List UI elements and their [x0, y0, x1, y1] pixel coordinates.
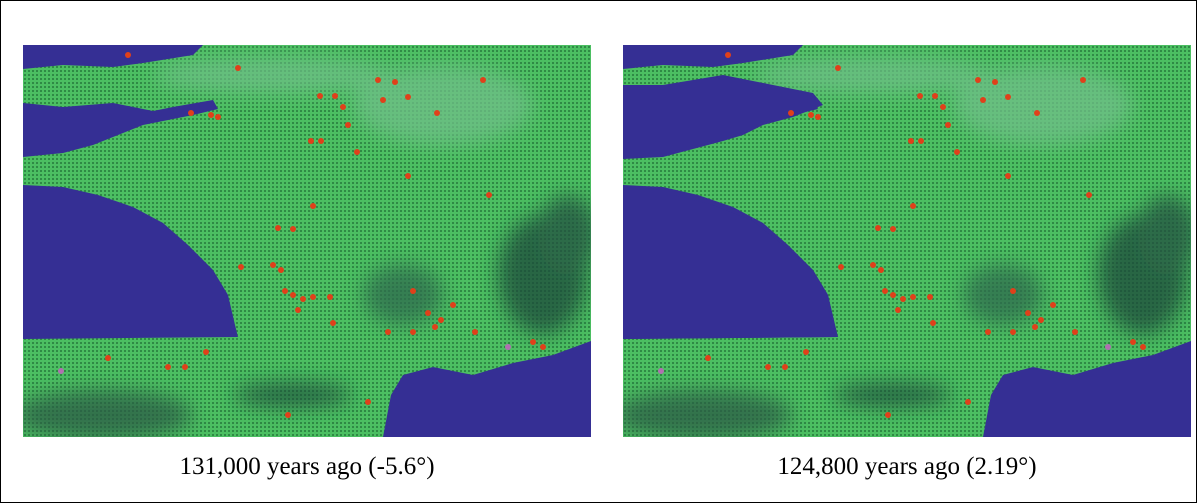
caption: 124,800 years ago (2.19°) — [777, 453, 1037, 480]
caption: 131,000 years ago (-5.6°) — [179, 453, 435, 480]
map-131000 — [23, 45, 591, 437]
map-124800 — [623, 45, 1191, 437]
